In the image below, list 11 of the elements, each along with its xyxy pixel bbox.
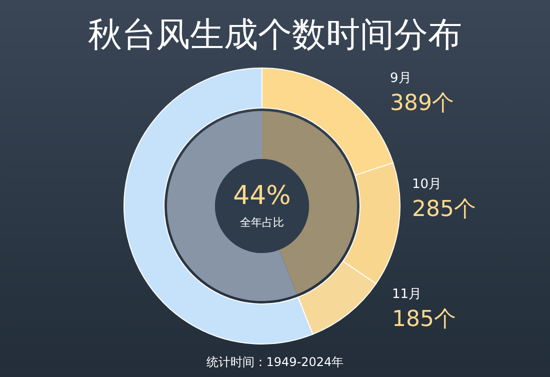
data-label: 185个 (392, 307, 456, 332)
text: 统计时间：1949-2024年 (206, 355, 344, 369)
slice-label: 9月 (390, 71, 412, 86)
donut-slice (167, 111, 297, 301)
slice-label: 10月 (412, 177, 442, 192)
chart-title: 秋台风生成个数时间分布 (88, 15, 462, 55)
data-label: 389个 (390, 91, 454, 116)
text: 全年占比 (240, 216, 284, 229)
slice-label: 11月 (392, 287, 422, 302)
data-label: 285个 (412, 197, 476, 222)
data-label: 44% (233, 181, 291, 211)
